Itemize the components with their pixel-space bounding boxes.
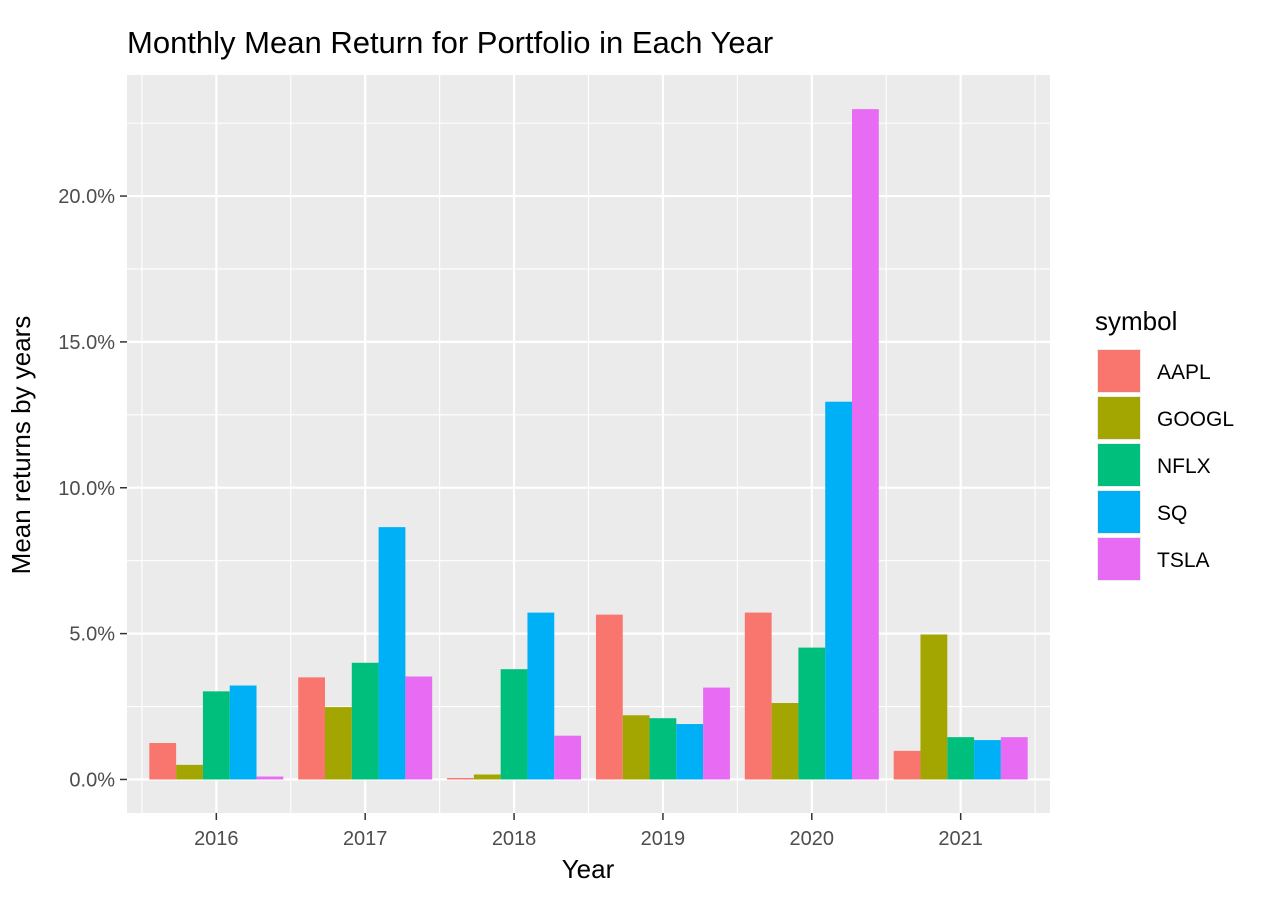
- legend-swatch-googl: [1098, 397, 1140, 439]
- x-tick-label: 2021: [938, 828, 983, 850]
- y-tick-label: 10.0%: [58, 478, 115, 500]
- bar-aapl-2019: [595, 614, 623, 780]
- y-axis-title: Mean returns by years: [6, 316, 36, 575]
- bar-tsla-2017: [405, 676, 433, 780]
- bar-nflx-2017: [351, 662, 379, 780]
- bar-aapl-2018: [447, 777, 474, 780]
- y-tick-label: 15.0%: [58, 332, 115, 354]
- x-axis-title: Year: [562, 854, 615, 884]
- bar-aapl-2021: [893, 750, 921, 780]
- bar-aapl-2020: [744, 612, 772, 780]
- x-tick-label: 2016: [194, 828, 239, 850]
- bar-googl-2020: [771, 703, 799, 780]
- x-tick-label: 2017: [343, 828, 388, 850]
- x-tick-label: 2018: [492, 828, 537, 850]
- y-axis: 0.0% 5.0% 10.0% 15.0% 20.0%: [58, 186, 127, 791]
- legend-label-sq: SQ: [1157, 502, 1187, 525]
- bar-sq-2016: [229, 685, 257, 780]
- bar-sq-2017: [378, 527, 406, 780]
- bar-sq-2018: [527, 612, 555, 780]
- legend-label-aapl: AAPL: [1157, 361, 1211, 384]
- plot-panel: [127, 75, 1050, 813]
- bar-googl-2017: [324, 707, 352, 780]
- x-tick-label: 2019: [641, 828, 686, 850]
- bar-sq-2020: [825, 401, 853, 780]
- legend-label-tsla: TSLA: [1157, 549, 1210, 572]
- bar-tsla-2021: [1000, 737, 1028, 780]
- bar-nflx-2016: [202, 691, 230, 780]
- bar-googl-2019: [622, 715, 650, 780]
- bar-tsla-2016: [256, 776, 284, 780]
- legend-title: symbol: [1095, 306, 1177, 336]
- bar-nflx-2020: [798, 647, 826, 780]
- x-tick-label: 2020: [790, 828, 835, 850]
- x-axis: 2016 2017 2018 2019 2020 2021: [194, 813, 983, 850]
- bar-googl-2018: [473, 774, 501, 780]
- legend: symbol AAPL GOOGL NFLX SQ TSLA: [1095, 306, 1234, 581]
- bar-tsla-2020: [852, 109, 879, 780]
- legend-label-googl: GOOGL: [1157, 408, 1234, 431]
- legend-label-nflx: NFLX: [1157, 455, 1211, 478]
- bar-aapl-2016: [149, 742, 177, 780]
- y-tick-label: 0.0%: [69, 769, 115, 791]
- bar-tsla-2019: [703, 687, 730, 780]
- legend-swatch-aapl: [1098, 350, 1140, 392]
- bar-sq-2019: [676, 724, 704, 780]
- bar-tsla-2018: [554, 735, 582, 780]
- bar-nflx-2019: [649, 718, 677, 780]
- y-tick-label: 20.0%: [58, 186, 115, 208]
- bar-aapl-2017: [298, 677, 325, 780]
- chart-title: Monthly Mean Return for Portfolio in Eac…: [127, 25, 773, 60]
- bar-googl-2016: [176, 764, 203, 780]
- legend-swatch-sq: [1098, 491, 1140, 533]
- legend-swatch-nflx: [1098, 444, 1140, 486]
- bar-googl-2021: [920, 634, 948, 780]
- bar-sq-2021: [974, 740, 1001, 780]
- bar-nflx-2021: [947, 737, 975, 780]
- legend-swatch-tsla: [1098, 538, 1140, 580]
- bar-nflx-2018: [500, 669, 528, 780]
- y-tick-label: 5.0%: [69, 624, 115, 646]
